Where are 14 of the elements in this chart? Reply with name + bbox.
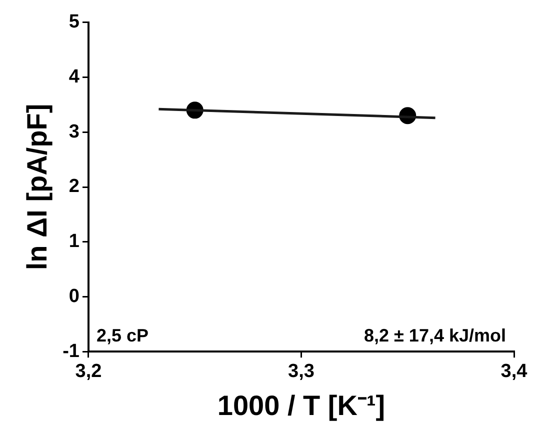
x-axis-title: 1000 / T [K⁻¹] [217, 390, 386, 421]
annotation: 8,2 ± 17,4 kJ/mol [364, 326, 506, 346]
x-tick-label: 3,4 [500, 361, 528, 382]
annotation: 2,5 cP [96, 326, 149, 346]
y-tick-label: -1 [62, 340, 80, 362]
y-tick-label: 2 [68, 176, 80, 198]
x-tick-label: 3,3 [288, 361, 314, 382]
y-tick-label: 3 [68, 121, 80, 142]
x-tick-label: 3,2 [75, 361, 102, 382]
y-tick-label: 1 [68, 231, 80, 252]
y-axis-title: ln ΔI [pA/pF] [22, 104, 53, 270]
y-tick-label: 0 [68, 286, 80, 307]
y-tick-label: 4 [68, 66, 80, 88]
y-tick-label: 5 [68, 12, 80, 33]
